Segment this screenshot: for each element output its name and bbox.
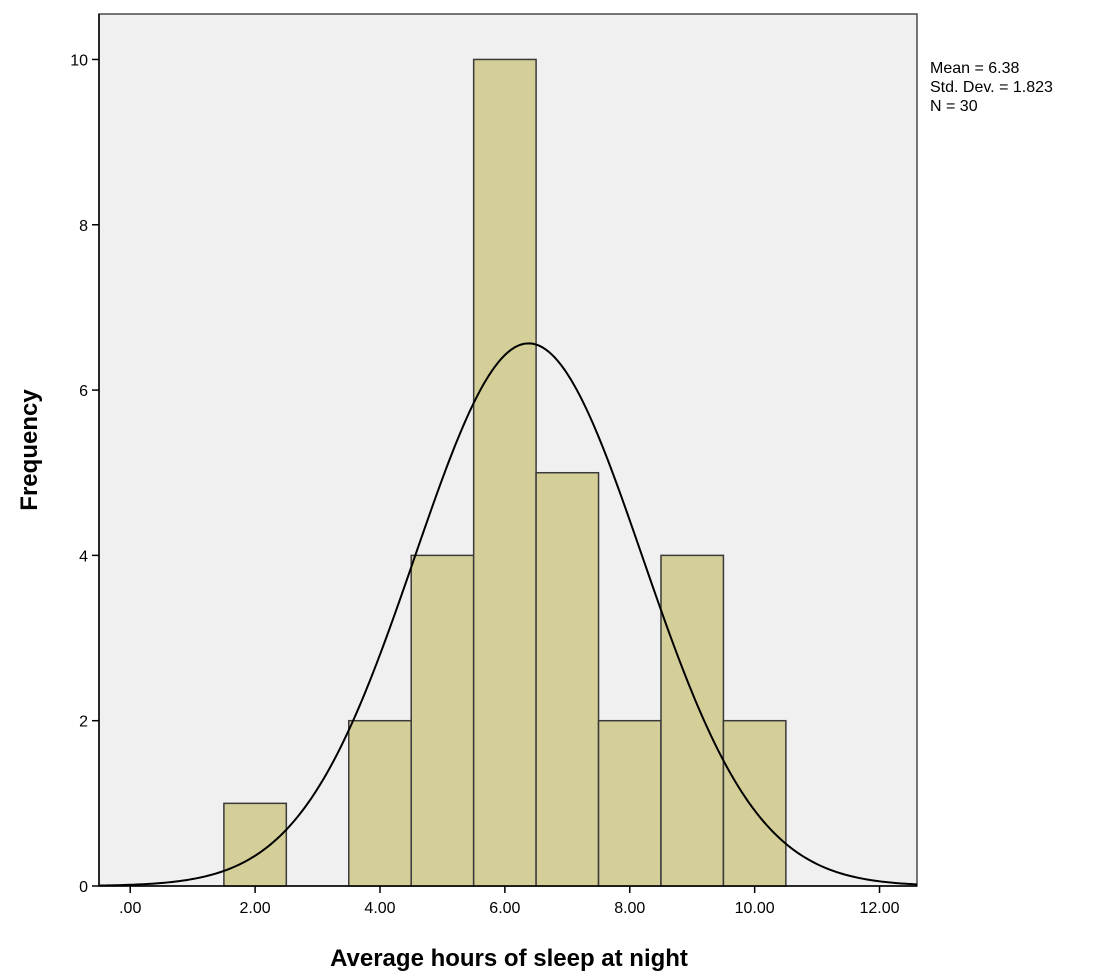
histogram-bar: [223, 802, 288, 887]
stats-mean: Mean = 6.38: [930, 60, 1020, 77]
y-tick-label: 2: [79, 714, 88, 731]
x-tick-label: .00: [119, 900, 141, 917]
y-tick-label: 0: [79, 879, 88, 896]
y-tick-label: 6: [79, 383, 88, 400]
histogram-bar: [660, 554, 725, 887]
y-ticks-group: 0 2 4 6 8 10: [70, 52, 99, 896]
y-tick-label: 4: [79, 548, 88, 565]
stats-n: N = 30: [930, 98, 978, 115]
y-tick-label: 8: [79, 218, 88, 235]
histogram-bar: [348, 719, 412, 887]
histogram-bar: [472, 58, 537, 887]
x-tick-label: 4.00: [364, 900, 395, 917]
x-tick-label: 6.00: [489, 900, 520, 917]
bars-group: [223, 58, 787, 887]
histogram-bar: [535, 471, 600, 887]
x-tick-label: 10.00: [735, 900, 775, 917]
normal-curve: [98, 342, 918, 887]
histogram-bar: [597, 719, 662, 887]
histogram-bar: [722, 719, 787, 887]
x-tick-label: 2.00: [240, 900, 271, 917]
stats-box: Mean = 6.38 Std. Dev. = 1.823 N = 30: [930, 60, 1053, 115]
x-ticks-group: .00 2.00 4.00 6.00 8.00 10.00 12.00: [119, 886, 900, 917]
y-axis-title: Frequency: [16, 389, 43, 511]
histogram-bar: [410, 554, 475, 887]
stats-std-dev: Std. Dev. = 1.823: [930, 79, 1053, 96]
x-tick-label: 8.00: [614, 900, 645, 917]
x-tick-label: 12.00: [860, 900, 900, 917]
x-axis-title: Average hours of sleep at night: [330, 945, 688, 972]
y-tick-label: 10: [70, 52, 88, 69]
